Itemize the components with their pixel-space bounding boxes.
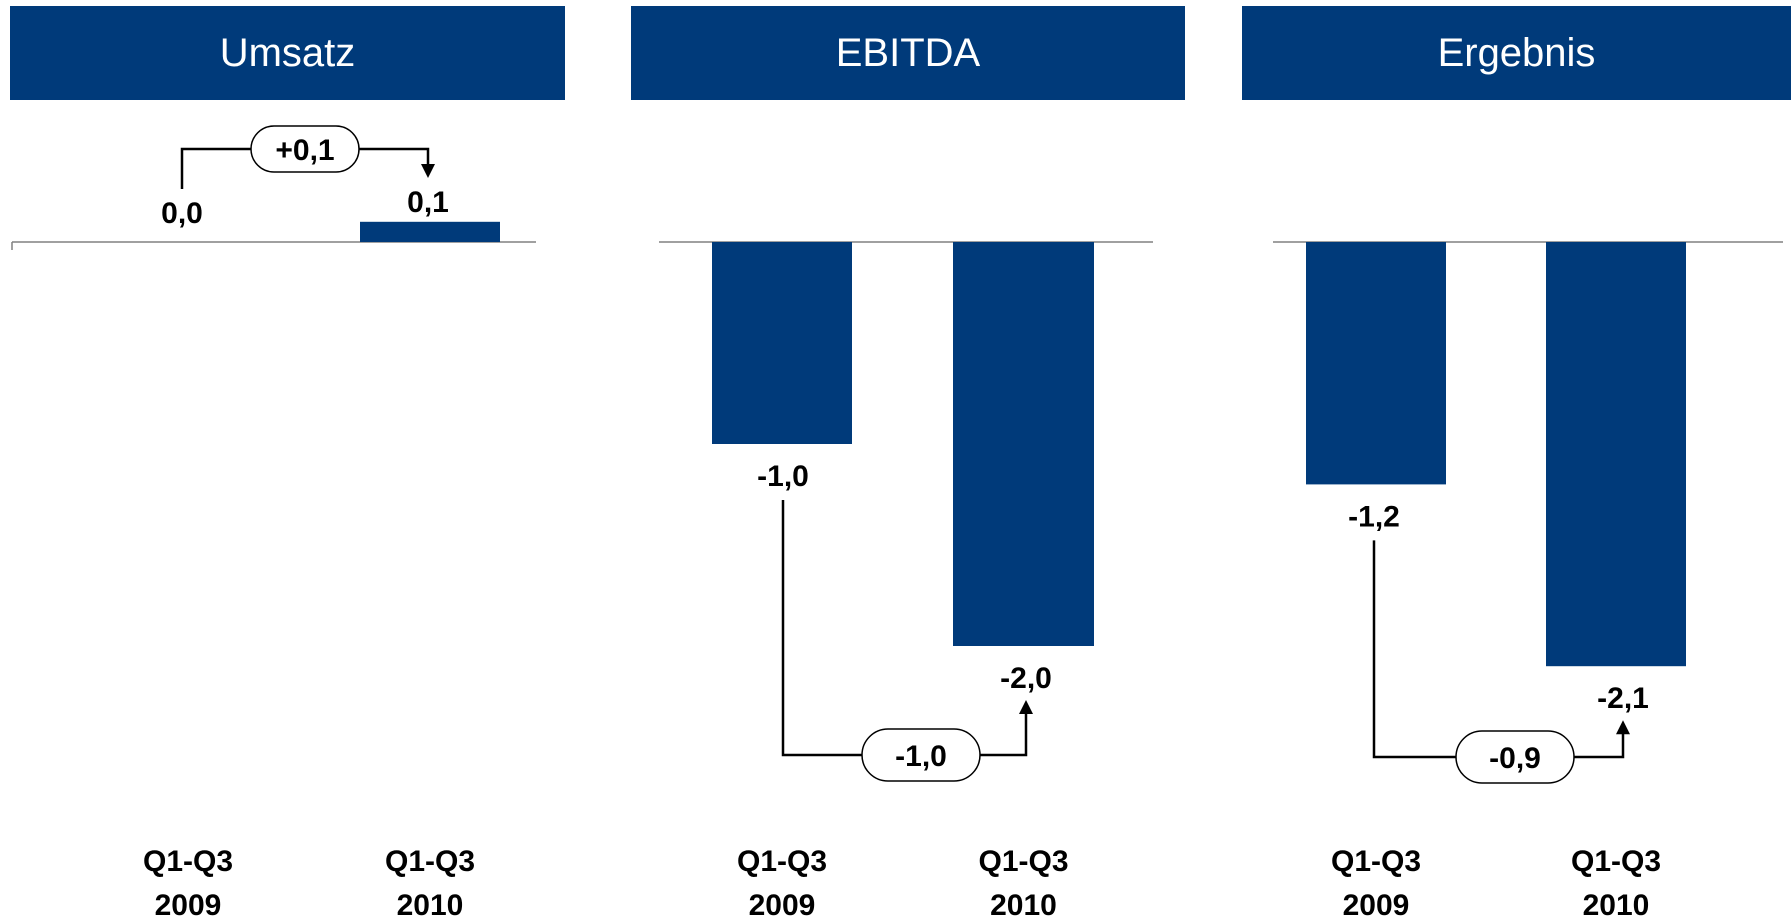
umsatz-category-1-line1: Q1-Q3 — [143, 845, 233, 878]
ebitda-category-1-line2: 2009 — [749, 889, 816, 922]
ergebnis-change-pill — [1455, 730, 1575, 784]
umsatz-chart: Q1-Q3 2009 Q1-Q3 2010 0,0 0,1 +0,1 — [11, 125, 536, 922]
ergebnis-chart: Q1-Q3 2009 Q1-Q3 2010 -1,2 -2,1 -0,9 — [1273, 241, 1783, 922]
ergebnis-category-1-line2: 2009 — [1343, 889, 1410, 922]
ebitda-title: EBITDA — [835, 30, 981, 75]
umsatz-category-2-line2: 2010 — [397, 889, 464, 922]
ebitda-header: EBITDA — [631, 6, 1185, 100]
ergebnis-bar-2 — [1546, 242, 1686, 667]
umsatz-change-label: +0,1 — [275, 134, 334, 167]
umsatz-category-2-line1: Q1-Q3 — [385, 845, 475, 878]
ergebnis-category-1-line1: Q1-Q3 — [1331, 845, 1421, 878]
ebitda-category-1-line1: Q1-Q3 — [737, 845, 827, 878]
ebitda-change-pill — [861, 728, 981, 782]
ergebnis-change-label: -0,9 — [1489, 742, 1541, 775]
ebitda-change-label: -1,0 — [895, 740, 947, 773]
ebitda-change-arrow — [1019, 700, 1033, 714]
ergebnis-header: Ergebnis — [1242, 6, 1791, 100]
umsatz-panel: Umsatz Q1-Q3 2009 Q1-Q3 2010 0,0 0,1 +0,1 — [0, 0, 600, 922]
umsatz-change-arrow — [421, 164, 435, 178]
ergebnis-panel: Ergebnis Q1-Q3 2009 Q1-Q3 2010 -1,2 -2,1 -0,9 — [1200, 0, 1791, 922]
umsatz-value-label-2: 0,1 — [407, 186, 449, 219]
umsatz-value-label-1: 0,0 — [161, 197, 203, 230]
ergebnis-value-label-1: -1,2 — [1348, 500, 1400, 533]
ebitda-category-2-line1: Q1-Q3 — [978, 845, 1068, 878]
ergebnis-title: Ergebnis — [1437, 30, 1596, 75]
ebitda-panel: EBITDA Q1-Q3 2009 Q1-Q3 2010 -1,0 -2,0 -1,0 — [600, 0, 1200, 922]
umsatz-header: Umsatz — [10, 6, 565, 100]
ergebnis-category-2-line2: 2010 — [1583, 889, 1650, 922]
ebitda-value-label-1: -1,0 — [757, 460, 809, 493]
ergebnis-value-label-2: -2,1 — [1597, 682, 1649, 715]
ergebnis-change-arrow — [1616, 720, 1630, 735]
ebitda-value-label-2: -2,0 — [1000, 662, 1052, 695]
ebitda-bar-1 — [712, 242, 852, 444]
umsatz-bar-2 — [360, 221, 500, 242]
umsatz-category-1-line2: 2009 — [155, 889, 222, 922]
ergebnis-bar-1 — [1306, 242, 1446, 485]
umsatz-title: Umsatz — [219, 30, 356, 75]
ergebnis-category-2-line1: Q1-Q3 — [1571, 845, 1661, 878]
ebitda-bar-2 — [953, 242, 1094, 646]
umsatz-change-pill — [250, 125, 360, 173]
ebitda-chart: Q1-Q3 2009 Q1-Q3 2010 -1,0 -2,0 -1,0 — [659, 241, 1153, 922]
ebitda-category-2-line2: 2010 — [990, 889, 1057, 922]
